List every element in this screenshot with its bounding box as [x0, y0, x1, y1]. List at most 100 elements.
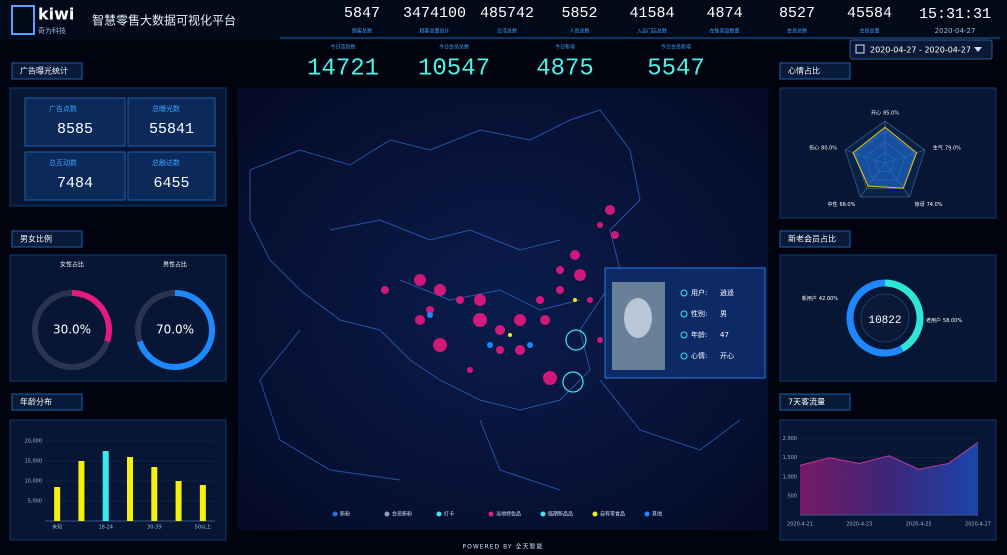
- legend-label: 自有零食品: [600, 511, 625, 518]
- today-stat-value: 4875: [536, 55, 594, 82]
- dropdown-arrow: [974, 47, 982, 52]
- map-dot: [515, 345, 525, 355]
- y-tick-label: 10,000: [25, 479, 43, 485]
- field-bullet: [680, 310, 688, 318]
- top-stat-label: 人员总数: [569, 28, 589, 35]
- radar-category: 生气: [933, 144, 943, 151]
- date-picker[interactable]: [849, 39, 993, 60]
- x-tick-label: 2020-4-27: [965, 522, 991, 528]
- field-value: 开心: [720, 352, 734, 360]
- bar: [78, 461, 85, 521]
- top-stat-value: 8527: [779, 5, 815, 22]
- x-tick-label: 18-24: [98, 525, 113, 531]
- x-tick-label: 50以上: [195, 524, 211, 531]
- map-dot: [556, 286, 564, 294]
- field-bullet: [680, 331, 688, 339]
- today-stat-label: 今日活跃数: [330, 44, 355, 51]
- donut-arc: [136, 290, 215, 370]
- bar: [54, 487, 61, 521]
- radar-category: 伤心: [809, 144, 819, 151]
- map-dot: [381, 286, 389, 294]
- panel-title-box: [11, 230, 83, 248]
- header-bar: [0, 0, 1007, 40]
- field-label: 用户:: [691, 288, 707, 297]
- radar-category: 中性: [827, 200, 837, 207]
- donut-arc: [71, 290, 112, 343]
- logo-icon: [11, 5, 35, 35]
- legend-label: 其他: [652, 511, 662, 518]
- map-dot: [415, 315, 425, 325]
- top-stat-label: 在售商品数量: [709, 28, 739, 35]
- x-tick-label: 2020-4-23: [846, 522, 872, 528]
- map-dot: [474, 294, 486, 306]
- bar: [127, 457, 133, 521]
- field-value: 男: [720, 310, 727, 318]
- map-dot: [536, 296, 544, 304]
- bar: [151, 467, 158, 521]
- map-dot: [587, 297, 593, 303]
- radar-category: 惊讶: [915, 200, 925, 207]
- top-stat-value: 3474100: [403, 5, 466, 22]
- panel-title-box: [11, 62, 83, 80]
- legend-dot: [488, 511, 494, 517]
- top-stat-value: 4874: [706, 5, 742, 22]
- y-tick-label: 15,000: [25, 459, 43, 465]
- stat-value: 55841: [149, 121, 194, 138]
- legend-dot: [384, 511, 390, 517]
- map-dot: [514, 314, 526, 326]
- donut-label: 男性占比: [163, 261, 187, 269]
- date-range[interactable]: 2020-04-27 - 2020-04-27: [870, 46, 971, 55]
- map-dot: [426, 306, 434, 314]
- map-dots: [381, 205, 619, 385]
- top-stat-value: 5847: [344, 5, 380, 22]
- panel-title-box: [779, 393, 851, 411]
- x-tick-label: 未知: [52, 524, 62, 531]
- y-tick-label: 500: [787, 493, 797, 499]
- stat-card: [24, 151, 126, 201]
- radar-value: 68.0%: [839, 201, 855, 207]
- radar-value: 80.0%: [821, 145, 837, 151]
- bar: [102, 451, 109, 521]
- donut-value: 70.0%: [156, 323, 194, 337]
- map-dot: [414, 274, 426, 286]
- legend-dot: [332, 511, 338, 517]
- field-label: 心情:: [691, 351, 707, 360]
- map-dot: [467, 367, 473, 373]
- map-target: [565, 329, 587, 351]
- panel-title-box: [779, 230, 851, 248]
- page-title: 智慧零售大数据可视化平台: [92, 13, 236, 28]
- today-stat-label: 今日会员总数: [439, 44, 469, 51]
- map-dot: [597, 222, 603, 228]
- today-stat-label: 今日新增: [555, 44, 575, 51]
- donut-value: 42.00%: [819, 296, 838, 302]
- logo: kiwi: [38, 5, 74, 24]
- today-stat-value: 10547: [418, 55, 490, 82]
- map-dot: [495, 325, 505, 335]
- bar: [199, 485, 206, 521]
- stat-card: [127, 97, 216, 147]
- x-tick-label: 2020-4-21: [787, 522, 813, 528]
- field-bullet: [680, 289, 688, 297]
- profile-face: [624, 298, 652, 338]
- radar-label: 生气 79.0%: [933, 144, 961, 151]
- donut-arc: [884, 279, 924, 352]
- top-stat-label: 顾客总量总计: [419, 28, 449, 35]
- today-stat-value: 5547: [647, 55, 705, 82]
- radar-label: 伤心 80.0%: [809, 144, 837, 151]
- donut-legend: 老用户 58.00%: [926, 317, 962, 324]
- panel-title: 广告曝光统计: [20, 66, 68, 76]
- legend-label: 打卡: [444, 511, 454, 518]
- stat-card: [24, 97, 126, 147]
- field-bullet: [680, 352, 688, 360]
- x-tick-label: 30-39: [147, 525, 162, 531]
- y-tick-label: 20,000: [25, 439, 43, 445]
- date: 2020-04-27: [935, 27, 976, 35]
- legend-label: 新粉: [340, 511, 350, 518]
- map-dot: [487, 342, 493, 348]
- map-dot: [456, 296, 464, 304]
- map-dot: [433, 338, 447, 352]
- field-label: 年龄:: [691, 330, 707, 339]
- donut-category: 老用户: [926, 317, 941, 324]
- line: [799, 442, 979, 470]
